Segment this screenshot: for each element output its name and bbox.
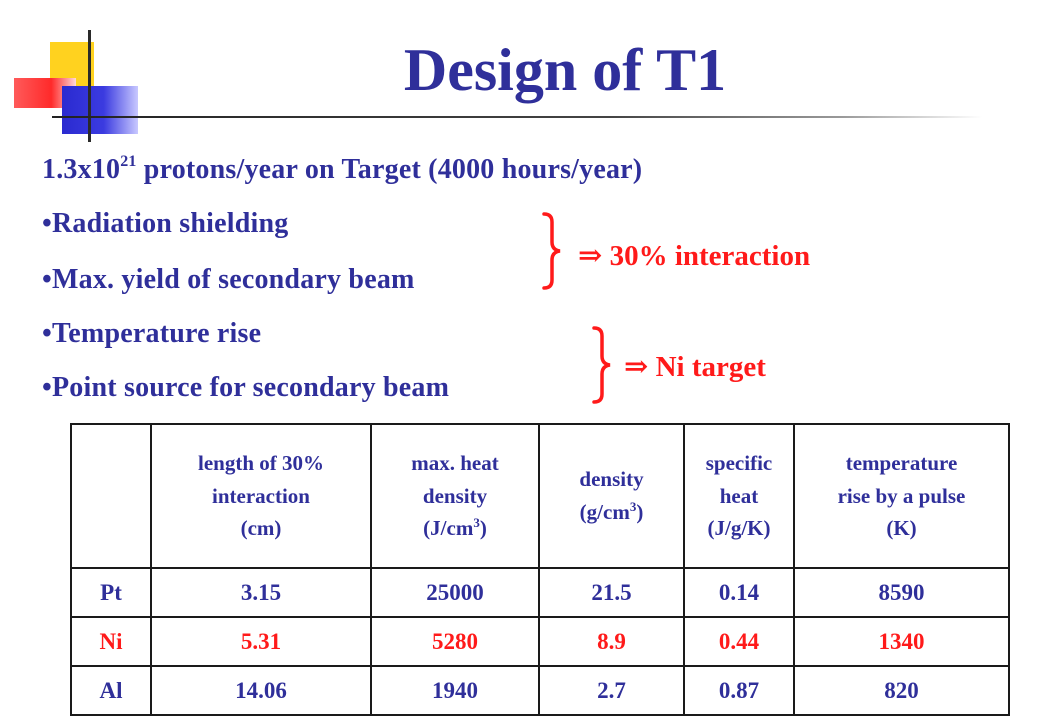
table-cell: 0.14: [683, 567, 795, 618]
material-cell: Al: [70, 665, 152, 716]
title-underline: [52, 116, 982, 118]
implies-arrow-icon: ⇒: [624, 351, 649, 383]
brace-icon: [542, 212, 561, 290]
bullet-radiation-shielding: •Radiation shielding: [42, 208, 289, 239]
intro-prefix: 1.3x10: [42, 154, 121, 185]
bullet-temperature-rise: •Temperature rise: [42, 318, 262, 349]
table-cell: 8.9: [538, 616, 685, 667]
note-text: Ni target: [655, 351, 766, 383]
table-cell: 820: [793, 665, 1010, 716]
material-cell: Ni: [70, 616, 152, 667]
decor-vertical-line: [88, 30, 91, 142]
table-header-row: length of 30% interaction (cm) max. heat…: [70, 423, 1010, 569]
target-properties-table: length of 30% interaction (cm) max. heat…: [70, 423, 1010, 716]
table-cell: 8590: [793, 567, 1010, 618]
table-cell: 25000: [370, 567, 540, 618]
header-length: length of 30% interaction (cm): [150, 423, 372, 569]
table-cell: 1340: [793, 616, 1010, 667]
bullet-point-source: •Point source for secondary beam: [42, 372, 450, 403]
note-text: 30% interaction: [609, 240, 811, 272]
table-row: Pt 3.15 25000 21.5 0.14 8590: [70, 567, 1010, 618]
intro-suffix: protons/year on Target (4000 hours/year): [136, 154, 643, 185]
material-cell: Pt: [70, 567, 152, 618]
table-cell: 5280: [370, 616, 540, 667]
table-cell: 3.15: [150, 567, 372, 618]
table-cell: 14.06: [150, 665, 372, 716]
brace-icon: [592, 326, 611, 404]
note-30-percent-interaction: ⇒ 30% interaction: [578, 238, 810, 273]
intro-line: 1.3x1021 protons/year on Target (4000 ho…: [42, 154, 642, 186]
bullet-max-yield: •Max. yield of secondary beam: [42, 264, 415, 295]
table-cell: 2.7: [538, 665, 685, 716]
slide-title: Design of T1: [403, 37, 727, 103]
header-max-heat-density: max. heat density (J/cm3): [370, 423, 540, 569]
header-material: [70, 423, 152, 569]
table-row: Ni 5.31 5280 8.9 0.44 1340: [70, 616, 1010, 667]
note-ni-target: ⇒ Ni target: [624, 349, 766, 384]
table-row: Al 14.06 1940 2.7 0.87 820: [70, 665, 1010, 716]
table-cell: 5.31: [150, 616, 372, 667]
table-cell: 1940: [370, 665, 540, 716]
header-specific-heat: specific heat (J/g/K): [683, 423, 795, 569]
table-cell: 0.44: [683, 616, 795, 667]
header-density: density (g/cm3): [538, 423, 685, 569]
implies-arrow-icon: ⇒: [578, 240, 603, 272]
table-cell: 21.5: [538, 567, 685, 618]
intro-exponent: 21: [120, 153, 137, 170]
table-cell: 0.87: [683, 665, 795, 716]
decor-blue-square: [62, 86, 138, 134]
header-temperature-rise: temperature rise by a pulse (K): [793, 423, 1010, 569]
